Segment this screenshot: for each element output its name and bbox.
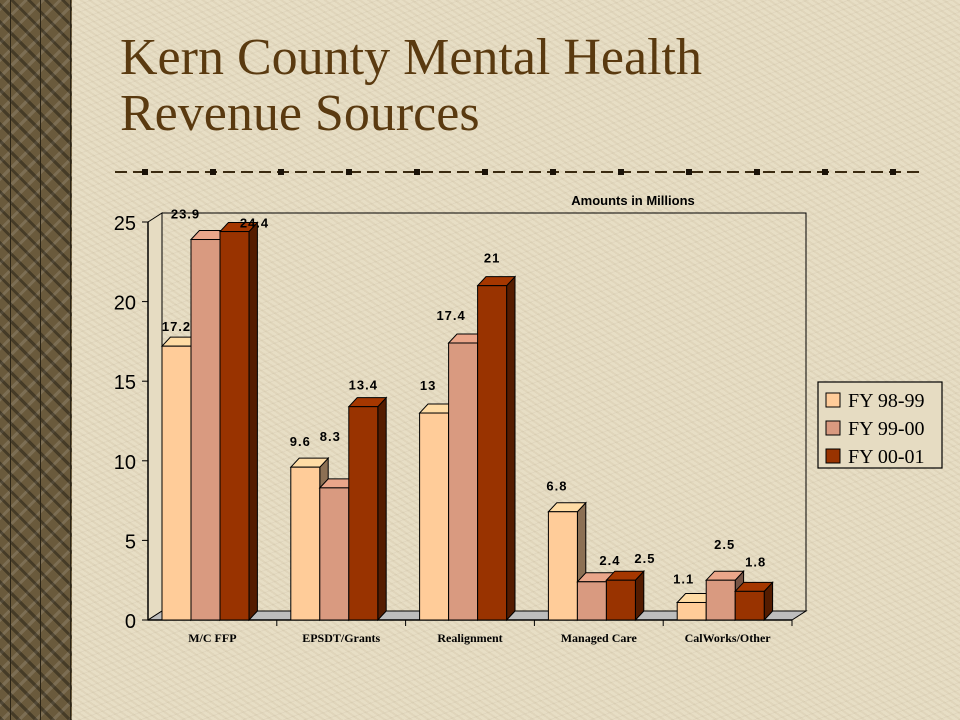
title-line-2: Revenue Sources (120, 85, 480, 142)
data-label: 9.6 (290, 434, 311, 449)
chart-title: Amounts in Millions (571, 193, 695, 208)
y-tick-label: 10 (114, 452, 136, 474)
legend-swatch (825, 420, 841, 436)
divider-dot (822, 169, 828, 175)
bar (218, 221, 259, 622)
legend-swatch (825, 448, 841, 464)
divider-dot (890, 169, 896, 175)
divider-dot (482, 169, 488, 175)
divider-dot (346, 169, 352, 175)
y-tick-label: 0 (125, 611, 136, 633)
chart-bars (160, 221, 774, 622)
y-tick-label: 20 (114, 293, 136, 315)
divider-dot (210, 169, 216, 175)
bar-front (676, 601, 707, 621)
bar-front (348, 406, 379, 621)
bar-side (248, 221, 258, 622)
x-tick-label: Managed Care (561, 631, 638, 645)
bar-front (477, 285, 508, 621)
bar-front (734, 590, 765, 621)
bar-front (290, 466, 321, 621)
divider-dot (278, 169, 284, 175)
divider-dot (686, 169, 692, 175)
bar-front (547, 511, 578, 621)
chart-legend: FY 98-99 FY 99-00 FY 00-01 (817, 381, 943, 469)
bar (476, 275, 517, 622)
legend-label: FY 00-01 (848, 446, 924, 468)
data-label: 17.2 (162, 319, 191, 334)
bar-front (319, 487, 350, 621)
bar (734, 581, 774, 622)
x-tick-label: CalWorks/Other (685, 631, 772, 645)
y-wall (147, 212, 163, 621)
divider-dot (618, 169, 624, 175)
decorative-side-strip (0, 0, 72, 720)
data-label: 2.5 (634, 551, 655, 566)
page-title: Kern County Mental Health Revenue Source… (120, 30, 920, 142)
title-line-1: Kern County Mental Health (120, 29, 702, 86)
legend-swatch (825, 392, 841, 408)
divider-dot (142, 169, 148, 175)
data-label: 6.8 (546, 479, 567, 494)
bar (605, 569, 645, 622)
bar-front (419, 412, 450, 621)
data-label: 2.5 (714, 537, 735, 552)
data-label: 2.4 (599, 553, 620, 568)
bar-front (190, 239, 221, 621)
divider-dot (754, 169, 760, 175)
data-label: 23.9 (171, 207, 200, 222)
y-tick-label: 25 (114, 213, 136, 235)
y-tick-label: 15 (114, 372, 136, 394)
data-label: 1.8 (745, 554, 766, 569)
bar-front (605, 579, 636, 621)
legend-label: FY 99-00 (848, 418, 924, 440)
data-label: 17.4 (436, 308, 465, 323)
data-label: 24.4 (240, 216, 269, 231)
x-tick-label: M/C FFP (188, 631, 236, 645)
dashed-divider (115, 169, 925, 175)
data-label: 13 (420, 378, 436, 393)
y-tick-label: 5 (125, 531, 136, 553)
data-label: 21 (484, 251, 500, 266)
bar-side (377, 396, 387, 622)
data-label: 13.4 (349, 378, 378, 393)
bar-front (219, 231, 250, 621)
bar (347, 396, 388, 622)
bar-side (506, 275, 516, 622)
bar (547, 501, 587, 622)
bar-front (161, 345, 192, 621)
x-tick-label: Realignment (437, 631, 502, 645)
x-tick-label: EPSDT/Grants (302, 631, 380, 645)
bar-front (576, 581, 607, 621)
data-label: 8.3 (320, 429, 341, 444)
bar-front (705, 579, 736, 621)
legend-label: FY 98-99 (848, 390, 924, 412)
bar-front (448, 342, 479, 621)
data-label: 1.1 (673, 571, 694, 586)
divider-dot (550, 169, 556, 175)
divider-dot (414, 169, 420, 175)
chart-labels: 17.2 9.6 13 6.8 1.1 23.9 8.3 17.4 2.4 2.5 24.4 13.4… (162, 207, 766, 587)
